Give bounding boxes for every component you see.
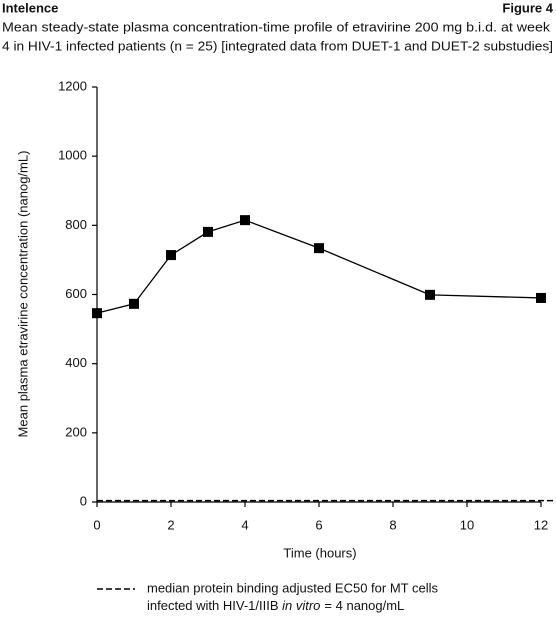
data-point (129, 298, 139, 309)
data-line (96, 219, 542, 314)
brand: Intelence (2, 0, 58, 15)
data-point (166, 250, 176, 261)
y-tick-label: 0 (80, 493, 87, 508)
figure-number: Figure 4 (502, 0, 553, 15)
x-tick-label: 0 (93, 517, 100, 532)
data-point (314, 243, 324, 254)
data-point (92, 308, 102, 319)
x-axis-label: Time (hours) (283, 545, 356, 560)
x-tick-label: 8 (389, 517, 396, 532)
chart-title: Mean steady-state plasma concentration-t… (2, 19, 551, 34)
y-tick-label: 600 (65, 286, 87, 301)
y-tick-label: 400 (65, 355, 87, 370)
legend-text: = 4 nanog/mL (324, 598, 404, 613)
legend-label: median protein binding adjusted EC50 for… (147, 580, 438, 595)
data-point (425, 289, 435, 300)
y-tick-label: 1200 (58, 78, 87, 93)
y-tick-label: 800 (65, 217, 87, 232)
y-tick-label: 200 (65, 424, 87, 439)
chart-title: 4 in HIV-1 infected patients (n = 25) [i… (2, 38, 553, 53)
x-tick-label: 4 (241, 517, 248, 532)
x-tick-label: 10 (460, 517, 474, 532)
data-point (203, 226, 213, 237)
legend-text: infected with HIV-1/IIIB (147, 598, 282, 613)
x-tick-label: 12 (534, 517, 548, 532)
x-tick-label: 6 (315, 517, 322, 532)
legend-text-italic: in vitro (282, 598, 320, 613)
legend-label: infected with HIV-1/IIIB in vitro = 4 nan… (147, 598, 404, 613)
y-tick-label: 1000 (58, 148, 87, 163)
y-axis-label: Mean plasma etravirine concentration (na… (15, 151, 30, 438)
data-point (240, 215, 250, 226)
data-point (536, 292, 546, 303)
x-tick-label: 2 (167, 517, 174, 532)
